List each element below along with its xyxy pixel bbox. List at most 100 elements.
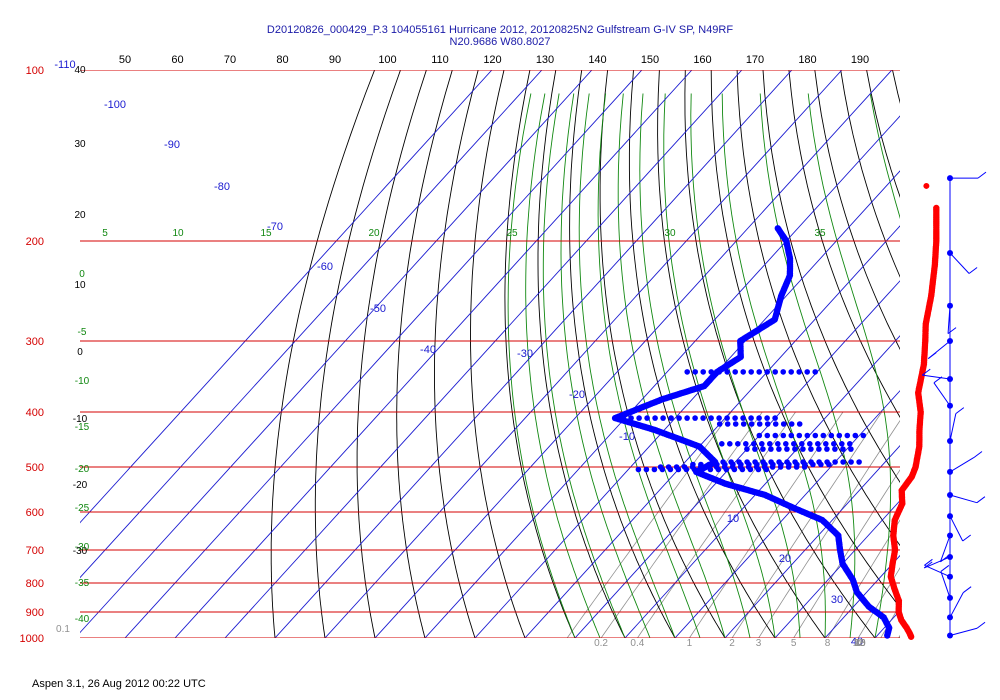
wind-barb	[924, 564, 951, 578]
top-axis-tick-label: 140	[588, 54, 606, 66]
dewpoint-point	[832, 446, 838, 452]
dry-adiabat-line	[628, 70, 776, 638]
isotherm-label: -70	[267, 221, 283, 233]
dewpoint-point	[731, 466, 738, 473]
dewpoint-point	[684, 415, 690, 421]
pressure-tick-label: 900	[26, 607, 44, 619]
wind-barb	[949, 592, 964, 618]
mixing-ratio-line	[566, 411, 732, 638]
dewpoint-point	[812, 369, 818, 375]
dewpoint-point	[772, 369, 778, 375]
wind-barb	[949, 457, 975, 473]
isotherm-line	[80, 70, 543, 579]
moist-adiabat-label: 25	[506, 228, 518, 239]
mixing-ratio-label: 2	[729, 638, 735, 649]
dewpoint-point	[824, 446, 830, 452]
wind-barb	[940, 571, 951, 599]
footer-version-date: Aspen 3.1, 26 Aug 2012 00:22 UTC	[32, 678, 206, 690]
dewpoint-point	[707, 466, 714, 473]
wind-barb-flag	[976, 621, 986, 629]
dry-adiabat-line	[788, 70, 900, 418]
pressure-tick-label: 600	[26, 507, 44, 519]
dewpoint-point	[699, 466, 706, 473]
isotherm-label: 40	[851, 636, 863, 648]
temperature-point	[907, 633, 915, 640]
wind-barb-flag	[940, 565, 950, 572]
moist-adiabat-label: 0	[79, 269, 85, 280]
dewpoint-point	[636, 415, 642, 421]
isotherm-line	[975, 70, 1000, 638]
dewpoint-point	[818, 461, 824, 468]
dry-adiabat-label: 10	[74, 280, 86, 291]
moist-adiabat-line	[560, 93, 651, 638]
dewpoint-point	[780, 421, 787, 427]
dewpoint-point	[807, 441, 813, 447]
dewpoint-point	[635, 466, 642, 473]
dry-adiabat-line	[814, 70, 900, 351]
mixing-ratio-line	[956, 412, 1000, 638]
wind-barb-flag	[927, 352, 937, 360]
moist-adiabat-label: 35	[814, 228, 826, 239]
wind-barb-flag	[962, 534, 972, 542]
mixing-ratio-label: 16	[854, 638, 866, 649]
mixing-ratio-label: 40	[854, 638, 866, 649]
dewpoint-point	[628, 415, 634, 421]
dewpoint-point	[735, 441, 741, 447]
dewpoint-point	[823, 441, 829, 447]
wind-barb	[933, 382, 951, 407]
dewpoint-point	[660, 415, 666, 421]
isotherm-label: 30	[831, 594, 843, 606]
mixing-ratio-line	[926, 412, 1000, 638]
dewpoint-point	[839, 441, 845, 447]
isotherm-label: -30	[517, 348, 533, 360]
dewpoint-point	[643, 466, 650, 473]
pressure-tick-label: 100	[26, 65, 44, 77]
dry-adiabat-line	[736, 70, 900, 547]
moist-adiabat-line	[639, 93, 751, 638]
dewpoint-point	[776, 446, 782, 452]
dewpoint-point	[676, 415, 682, 421]
moist-adiabat-label: 5	[102, 228, 108, 239]
wind-barb-point	[947, 632, 953, 639]
wind-barb-flag	[973, 451, 983, 458]
moist-adiabat-label: -5	[78, 327, 87, 338]
dewpoint-point	[708, 369, 714, 375]
dewpoint-point	[848, 459, 854, 465]
dry-adiabat-line	[599, 70, 726, 638]
dry-adiabat-line	[762, 70, 900, 483]
moist-adiabat-label: -40	[75, 614, 90, 625]
dewpoint-point	[751, 441, 757, 447]
dewpoint-point	[840, 459, 846, 465]
moist-adiabat-line	[690, 93, 801, 638]
isotherm-line	[824, 554, 900, 638]
pressure-tick-label: 300	[26, 336, 44, 348]
moist-adiabat-label: -25	[75, 503, 90, 514]
dewpoint-point	[692, 369, 698, 375]
dewpoint-point	[700, 415, 706, 421]
top-axis-tick-label: 50	[119, 54, 131, 66]
isotherm-line	[474, 170, 900, 638]
isotherm-line	[925, 70, 1000, 638]
dry-adiabat-label: -10	[73, 414, 88, 425]
top-axis-tick-label: 80	[276, 54, 288, 66]
mixing-ratio-label: 0.1	[56, 624, 70, 635]
dry-adiabat-line	[918, 70, 1000, 638]
wind-barb-flag	[976, 496, 986, 504]
dewpoint-point	[652, 415, 658, 421]
dewpoint-point	[756, 415, 762, 421]
dewpoint-point	[667, 466, 674, 473]
dry-adiabat-line	[504, 70, 576, 638]
wind-barb	[949, 627, 978, 637]
dewpoint-point	[723, 466, 730, 473]
moist-adiabat-line	[721, 93, 826, 638]
dewpoint-point	[727, 441, 733, 447]
isotherm-label: 20	[779, 553, 791, 565]
wind-barb	[924, 556, 951, 569]
dewpoint-point	[816, 446, 822, 452]
dewpoint-point	[785, 464, 792, 470]
plot-area	[80, 70, 1000, 638]
wind-barb-flag	[962, 586, 972, 594]
dewpoint-point	[793, 464, 800, 470]
dewpoint-point	[759, 441, 765, 447]
dewpoint-point	[692, 415, 698, 421]
